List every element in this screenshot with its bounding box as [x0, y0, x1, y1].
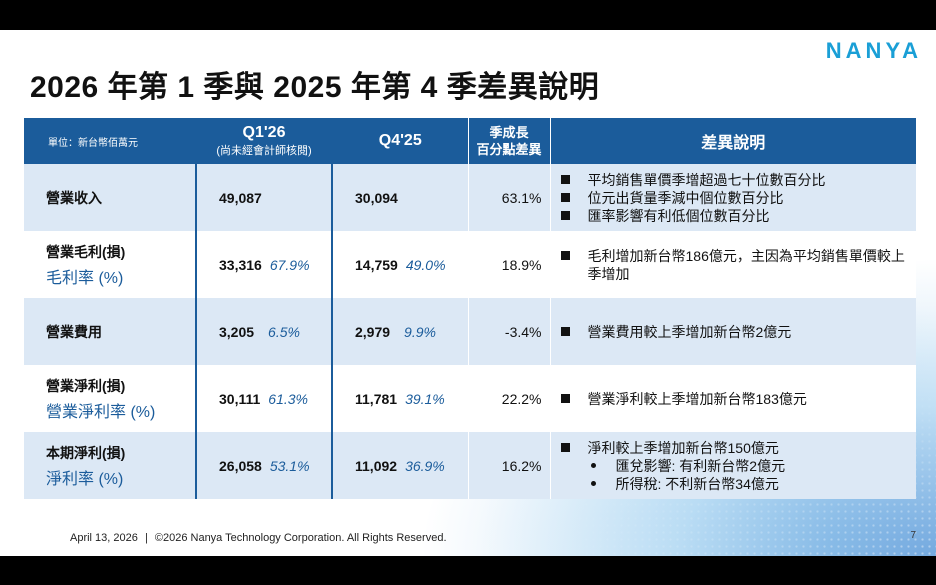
q1-percent: 6.5% [268, 323, 300, 340]
growth-header-line2: 百分點差異 [476, 142, 542, 157]
q4-value: 11,781 [355, 390, 398, 407]
explanation-cell: 營業費用較上季增加新台幣2億元 [550, 298, 916, 365]
explanation-bullet: 匯率影響有利低個位數百分比 [560, 207, 917, 225]
row-label-cell: 營業費用 [24, 298, 197, 365]
q1-header-main: Q1'26 [242, 124, 286, 141]
explanation-bullet: 平均銷售單價季增超過七十位數百分比 [560, 171, 917, 189]
q4-cell: 2,979 9.9% [332, 298, 469, 365]
slide: 2026 年第 1 季與 2025 年第 4 季差異說明 NANYA 單位：新台… [0, 30, 936, 556]
q1-value: 3,205 [219, 323, 255, 340]
growth-header-line1: 季成長 [489, 125, 529, 140]
explanation-bullet: 毛利增加新台幣186億元，主因為平均銷售單價較上季增加 [560, 247, 917, 283]
q4-cell: 11,092 36.9% [332, 432, 469, 499]
q4-value: 30,094 [355, 189, 398, 206]
square-bullet-icon [560, 326, 570, 336]
page-number: 7 [910, 530, 916, 541]
row-label: 營業淨利(損) [46, 377, 126, 394]
footer-separator: | [144, 532, 148, 544]
q1-value: 26,058 [219, 457, 262, 474]
growth-header: 季成長 百分點差異 [468, 118, 551, 164]
q4-percent: 49.0% [405, 256, 446, 273]
square-bullet-icon [560, 393, 570, 403]
q4-percent: 36.9% [405, 457, 445, 474]
q4-cell: 14,759 49.0% [332, 231, 469, 298]
growth-cell: 22.2% [468, 365, 551, 432]
q1-cell: 30,111 61.3% [196, 365, 333, 432]
row-label: 營業費用 [46, 323, 102, 340]
explanation-bullet: 營業淨利較上季增加新台幣183億元 [560, 390, 917, 408]
footer: April 13, 2026 | ©2026 Nanya Technology … [70, 532, 447, 544]
q1-percent: 61.3% [268, 390, 308, 407]
q1-cell: 3,205 6.5% [196, 298, 333, 365]
q1-cell: 26,058 53.1% [196, 432, 333, 499]
row-label-cell: 本期淨利(損) 淨利率 (%) [24, 432, 197, 499]
growth-cell: 16.2% [468, 432, 551, 499]
row-ratio-label: 淨利率 (%) [46, 470, 124, 488]
q1-cell: 49,087 [196, 164, 333, 231]
explanation-cell: 淨利較上季增加新台幣150億元 匯兌影響: 有利新台幣2億元 所得稅: 不利新台幣3… [550, 432, 916, 499]
q1-value: 49,087 [219, 189, 262, 206]
unit-header: 單位：新台幣佰萬元 [24, 118, 197, 164]
row-label: 營業收入 [46, 189, 102, 206]
table-row: 營業毛利(損) 毛利率 (%) 33,316 67.9% 14,759 49.0% 18.9… [24, 231, 916, 298]
footer-date: April 13, 2026 [70, 532, 138, 544]
q4-cell: 30,094 [332, 164, 469, 231]
explanation-header: 差異說明 [550, 118, 916, 164]
q1-header: Q1'26 (尚未經會計師核閱) [196, 118, 333, 164]
explanation-bullet: 淨利較上季增加新台幣150億元 [560, 439, 917, 457]
explanation-sub-bullet: 匯兌影響: 有利新台幣2億元 [590, 457, 917, 475]
slide-title: 2026 年第 1 季與 2025 年第 4 季差異說明 [30, 71, 600, 104]
explanation-bullet: 營業費用較上季增加新台幣2億元 [560, 323, 917, 341]
q1-cell: 33,316 67.9% [196, 231, 333, 298]
q1-value: 33,316 [219, 256, 262, 273]
explanation-cell: 毛利增加新台幣186億元，主因為平均銷售單價較上季增加 [550, 231, 916, 298]
row-label-cell: 營業毛利(損) 毛利率 (%) [24, 231, 197, 298]
q4-value: 2,979 [355, 323, 391, 340]
dot-bullet-icon [590, 462, 596, 468]
explanation-bullet: 位元出貨量季減中個位數百分比 [560, 189, 917, 207]
q4-header: Q4'25 [332, 118, 469, 164]
q4-value: 11,092 [355, 457, 398, 474]
growth-cell: 18.9% [468, 231, 551, 298]
dot-bullet-icon [590, 480, 596, 486]
row-label: 本期淨利(損) [46, 444, 126, 461]
table-header-row: 單位：新台幣佰萬元 Q1'26 (尚未經會計師核閱) Q4'25 季成長 百分點… [24, 118, 916, 164]
table-row: 營業收入 49,087 30,094 63.1% 平均銷售單價季增超過七十位數百分比 位元… [24, 164, 916, 231]
footer-copyright: ©2026 Nanya Technology Corporation. All … [154, 532, 447, 544]
explanation-cell: 平均銷售單價季增超過七十位數百分比 位元出貨量季減中個位數百分比 匯率影響有利低個位… [550, 164, 916, 231]
q4-percent: 9.9% [404, 323, 436, 340]
q1-percent: 67.9% [269, 256, 310, 273]
square-bullet-icon [560, 192, 570, 202]
explanation-cell: 營業淨利較上季增加新台幣183億元 [550, 365, 916, 432]
q1-percent: 53.1% [269, 457, 310, 474]
q4-value: 14,759 [355, 256, 398, 273]
q1-value: 30,111 [219, 390, 261, 407]
growth-cell: -3.4% [468, 298, 551, 365]
square-bullet-icon [560, 210, 570, 220]
nanya-logo: NANYA [825, 38, 922, 63]
comparison-table: 單位：新台幣佰萬元 Q1'26 (尚未經會計師核閱) Q4'25 季成長 百分點… [24, 118, 916, 499]
row-label-cell: 營業淨利(損) 營業淨利率 (%) [24, 365, 197, 432]
q4-percent: 39.1% [405, 390, 445, 407]
row-label-cell: 營業收入 [24, 164, 197, 231]
row-ratio-label: 營業淨利率 (%) [46, 403, 156, 421]
table-row: 本期淨利(損) 淨利率 (%) 26,058 53.1% 11,092 36.9% 16.2… [24, 432, 916, 499]
square-bullet-icon [560, 174, 570, 184]
square-bullet-icon [560, 442, 570, 452]
q4-header-main: Q4'25 [378, 132, 422, 149]
square-bullet-icon [560, 250, 570, 260]
q1-header-sub: (尚未經會計師核閱) [216, 145, 312, 157]
table-row: 營業淨利(損) 營業淨利率 (%) 30,111 61.3% 11,781 39.1% 22… [24, 365, 916, 432]
q4-cell: 11,781 39.1% [332, 365, 469, 432]
row-label: 營業毛利(損) [46, 243, 126, 260]
growth-cell: 63.1% [468, 164, 551, 231]
explanation-sub-bullet: 所得稅: 不利新台幣34億元 [590, 475, 917, 493]
table-row: 營業費用 3,205 6.5% 2,979 9.9% -3.4% 營業費用較上季增加新台幣2… [24, 298, 916, 365]
row-ratio-label: 毛利率 (%) [46, 269, 124, 287]
